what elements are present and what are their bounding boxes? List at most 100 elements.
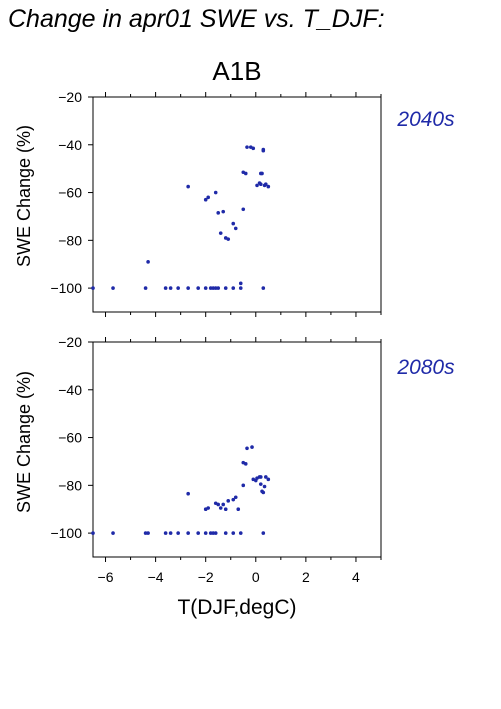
data-point (203, 197, 208, 202)
data-point (241, 483, 246, 488)
data-point (186, 286, 190, 290)
data-point (250, 445, 254, 449)
data-point (231, 497, 236, 502)
data-point (266, 477, 271, 482)
data-point (208, 286, 213, 290)
y-tick-label: −40 (58, 382, 82, 398)
x-tick-label: −4 (148, 569, 164, 585)
data-point (218, 506, 223, 510)
data-point (163, 286, 168, 290)
data-point (203, 531, 208, 535)
data-point (146, 260, 150, 264)
y-tick-label: −40 (58, 137, 82, 153)
y-tick-label: −20 (58, 89, 82, 105)
data-point (196, 531, 200, 535)
ticks: −100 −80 −60 −40 −20 (50, 89, 382, 317)
data-point (218, 231, 223, 235)
y-tick-label: −20 (58, 334, 82, 350)
data-point (176, 286, 180, 290)
data-point (231, 531, 236, 535)
data-point (168, 286, 173, 290)
data-points (91, 445, 271, 535)
data-point (221, 502, 226, 507)
panel-2080s: 2080s SWE Change (%) −100−80−60−40−20−6−… (14, 334, 455, 585)
data-point (251, 146, 256, 151)
data-point (186, 531, 190, 535)
data-point (213, 190, 218, 195)
data-point (186, 184, 190, 189)
data-point (146, 531, 150, 535)
data-point (233, 226, 238, 231)
data-point (221, 209, 226, 214)
data-point (143, 286, 148, 290)
data-point (241, 207, 246, 212)
figure-title: Change in apr01 SWE vs. T_DJF: (8, 5, 385, 33)
data-point (211, 286, 216, 290)
data-point (233, 495, 238, 500)
data-point (203, 286, 208, 290)
panel-2040s: 2040s SWE Change (%) −100 −80 −60 −40 −20 (14, 89, 455, 317)
scenario-title: A1B (212, 56, 261, 86)
data-point (176, 531, 180, 535)
data-point (223, 531, 228, 535)
data-point (245, 446, 249, 451)
data-point (261, 490, 266, 495)
data-point (196, 286, 200, 290)
data-point (163, 531, 168, 535)
y-axis-label: SWE Change (%) (14, 125, 34, 267)
data-points (91, 145, 271, 290)
data-point (258, 482, 263, 486)
y-tick-label: −80 (58, 477, 82, 493)
y-tick-label: −60 (58, 430, 82, 446)
data-point (236, 507, 241, 512)
data-point (261, 148, 266, 153)
data-point (216, 502, 221, 507)
data-point (213, 286, 218, 290)
period-label-2040s: 2040s (396, 108, 455, 131)
data-point (111, 286, 115, 290)
data-point (261, 531, 266, 535)
y-axis-label: SWE Change (%) (14, 371, 34, 513)
data-point (260, 171, 264, 176)
data-point (216, 211, 221, 215)
data-point (245, 145, 249, 149)
x-tick-label: 0 (252, 569, 260, 585)
data-point (258, 475, 263, 479)
data-point (238, 286, 243, 290)
plot-frame (92, 341, 382, 558)
data-point (211, 531, 216, 535)
y-tick-label: −80 (58, 232, 82, 248)
data-point (264, 475, 268, 479)
plot-frame (92, 96, 382, 313)
data-point (261, 286, 266, 290)
data-point (186, 491, 190, 496)
y-tick-label: −100 (50, 280, 82, 296)
data-point (238, 531, 243, 535)
data-point (223, 286, 228, 290)
y-tick-label: −100 (50, 525, 82, 541)
data-point (91, 286, 95, 290)
x-axis-label: T(DJF,degC) (177, 596, 296, 619)
data-point (206, 195, 210, 200)
data-point (168, 531, 173, 535)
data-point (208, 531, 213, 535)
data-point (231, 286, 236, 290)
x-tick-label: −6 (98, 569, 114, 585)
data-point (216, 286, 221, 290)
x-tick-label: 4 (352, 569, 360, 585)
data-point (258, 182, 263, 186)
data-point (262, 484, 267, 489)
y-tick-label: −60 (58, 185, 82, 201)
data-point (206, 506, 210, 510)
data-point (266, 184, 271, 189)
data-point (223, 507, 228, 512)
data-point (238, 281, 243, 286)
data-point (226, 499, 231, 503)
x-tick-label: −2 (198, 569, 214, 585)
data-point (241, 170, 246, 175)
data-point (255, 183, 259, 188)
period-label-2080s: 2080s (396, 356, 455, 379)
data-point (226, 237, 231, 241)
ticks: −100−80−60−40−20−6 −4 −2 0 2 4 (50, 334, 382, 585)
